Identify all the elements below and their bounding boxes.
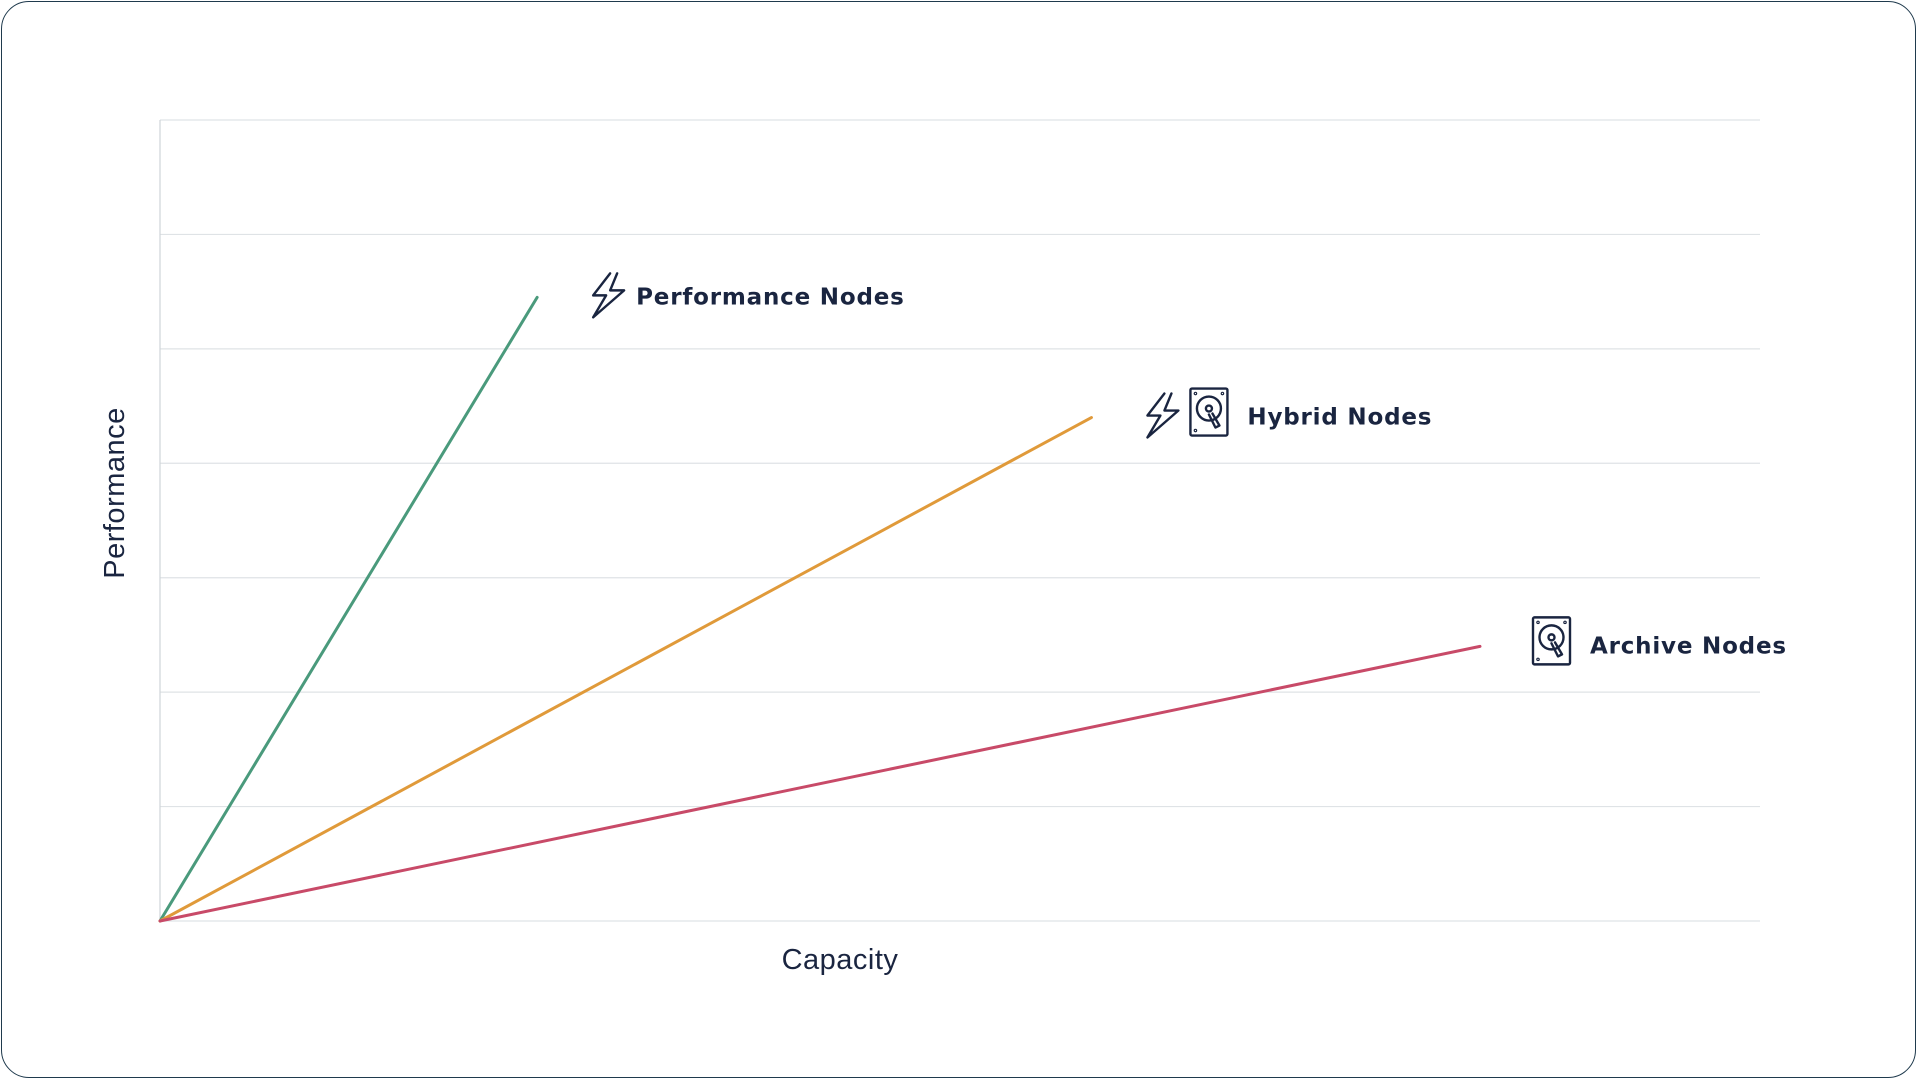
series-label-performance-nodes: Performance Nodes bbox=[591, 272, 904, 319]
y-axis-title: Performance bbox=[99, 407, 131, 579]
series-label-text: Hybrid Nodes bbox=[1247, 405, 1432, 431]
lightning-icon bbox=[591, 272, 626, 319]
series-label-archive-nodes: Archive Nodes bbox=[1531, 616, 1787, 666]
series-line-hybrid-nodes bbox=[158, 416, 1093, 923]
hard-drive-icon bbox=[1531, 616, 1572, 666]
x-axis-title: Capacity bbox=[782, 944, 899, 976]
series-layer bbox=[158, 295, 1482, 923]
series-label-text: Performance Nodes bbox=[636, 284, 904, 310]
series-label-text: Archive Nodes bbox=[1590, 633, 1787, 659]
series-line-performance-nodes bbox=[158, 295, 539, 923]
hard-drive-icon bbox=[1189, 387, 1229, 437]
series-label-hybrid-nodes: Hybrid Nodes bbox=[1146, 387, 1432, 439]
grid bbox=[160, 119, 1760, 922]
series-labels: Performance Nodes Hybrid Nodes Archive Nod… bbox=[591, 272, 1787, 666]
lightning-icon bbox=[1146, 392, 1180, 439]
series-line-archive-nodes bbox=[158, 644, 1482, 923]
